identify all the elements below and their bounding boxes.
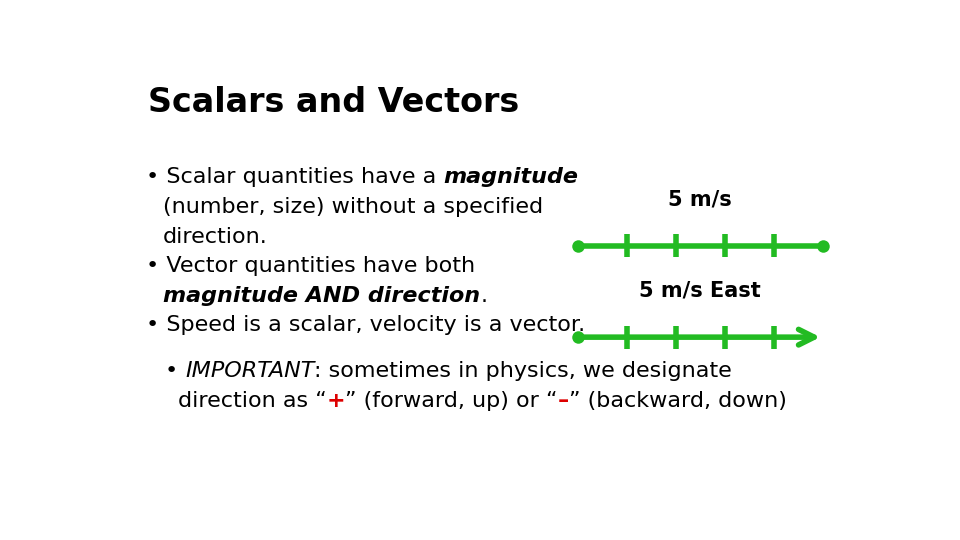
Text: : sometimes in physics, we designate: : sometimes in physics, we designate xyxy=(314,361,732,381)
Text: • Speed is a scalar, velocity is a vector.: • Speed is a scalar, velocity is a vecto… xyxy=(146,315,586,335)
Text: • Scalar quantities have a: • Scalar quantities have a xyxy=(146,167,444,187)
Text: direction as “: direction as “ xyxy=(178,391,326,411)
Text: direction.: direction. xyxy=(163,227,268,247)
Text: 5 m/s East: 5 m/s East xyxy=(639,281,761,301)
Text: ” (backward, down): ” (backward, down) xyxy=(569,391,787,411)
Text: –: – xyxy=(558,391,569,411)
Text: magnitude: magnitude xyxy=(444,167,579,187)
Text: 5 m/s: 5 m/s xyxy=(668,189,732,209)
Text: magnitude AND direction: magnitude AND direction xyxy=(163,286,480,306)
Text: • Vector quantities have both: • Vector quantities have both xyxy=(146,255,475,275)
Text: +: + xyxy=(326,391,346,411)
Text: .: . xyxy=(480,286,488,306)
Text: Scalars and Vectors: Scalars and Vectors xyxy=(148,85,519,119)
Text: •: • xyxy=(165,361,185,381)
Text: IMPORTANT: IMPORTANT xyxy=(185,361,314,381)
Text: (number, size) without a specified: (number, size) without a specified xyxy=(163,197,543,217)
Text: ” (forward, up) or “: ” (forward, up) or “ xyxy=(346,391,558,411)
